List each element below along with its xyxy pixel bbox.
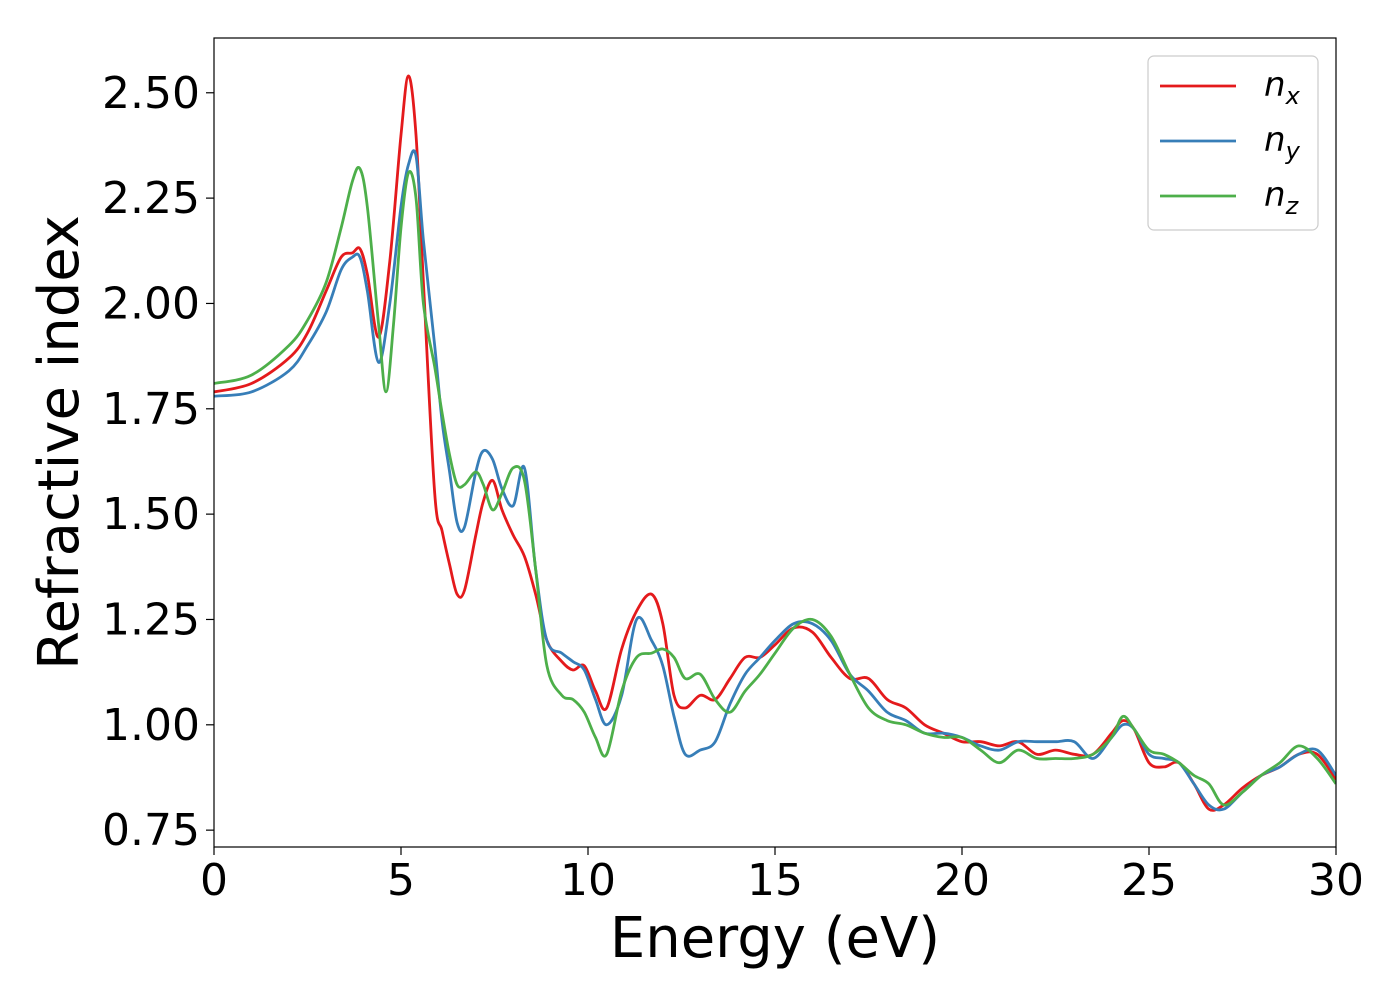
series-layer	[214, 74, 1336, 812]
y-tick-label: 1.50	[102, 489, 200, 540]
series-line-nz	[214, 166, 1336, 807]
x-tick-label: 15	[747, 855, 803, 906]
legend: nx ny nz	[1147, 55, 1319, 231]
series-line-ny	[214, 149, 1336, 812]
x-tick-label: 10	[560, 855, 616, 906]
y-axis-ticks: 0.75 1.00 1.25 1.50 1.75 2.00 2.25 2.50	[102, 68, 214, 856]
y-tick-label: 2.00	[102, 278, 200, 329]
x-tick-label: 30	[1308, 855, 1364, 906]
x-tick-label: 0	[200, 855, 228, 906]
x-tick-label: 20	[934, 855, 990, 906]
legend-label-ny: ny	[1264, 120, 1301, 165]
y-tick-label: 1.00	[102, 700, 200, 751]
legend-label-nx: nx	[1264, 65, 1301, 110]
legend-label-nz: nz	[1264, 175, 1300, 220]
y-tick-label: 2.50	[102, 68, 200, 119]
x-tick-label: 25	[1121, 855, 1177, 906]
x-tick-label: 5	[387, 855, 415, 906]
y-tick-label: 1.25	[102, 594, 200, 645]
y-axis-label: Refractive index	[27, 215, 92, 670]
legend-box	[1147, 55, 1319, 231]
y-tick-label: 1.75	[102, 384, 200, 435]
y-tick-label: 2.25	[102, 173, 200, 224]
series-line-nx	[214, 74, 1336, 812]
x-axis-ticks: 0 5 10 15 20 25 30	[200, 847, 1364, 906]
y-tick-label: 0.75	[102, 805, 200, 856]
x-axis-label: Energy (eV)	[610, 906, 940, 971]
